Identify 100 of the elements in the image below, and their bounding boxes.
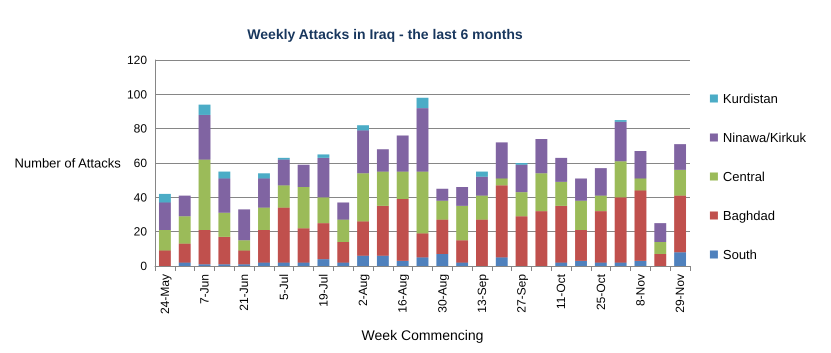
bar — [258, 262, 270, 266]
y-tick-label: 120 — [126, 53, 148, 67]
bar — [278, 185, 290, 208]
x-tick-label: 25-Oct — [594, 273, 608, 310]
bar — [496, 178, 508, 186]
x-tick-label: 21-Jun — [237, 274, 252, 311]
bar — [456, 187, 468, 206]
y-tick-label: 40 — [134, 190, 148, 204]
bar — [436, 220, 448, 254]
bar — [298, 164, 310, 188]
bar — [258, 230, 270, 263]
x-tick-label: 11-Oct — [554, 273, 568, 310]
bar — [516, 216, 528, 266]
bar — [396, 172, 409, 200]
bar — [337, 202, 350, 220]
bar — [614, 262, 627, 266]
bar — [238, 240, 250, 251]
legend-label: Baghdad — [722, 208, 775, 223]
bar — [535, 173, 548, 212]
bar — [158, 202, 171, 230]
bar — [416, 98, 428, 108]
bar — [654, 242, 666, 254]
bar — [416, 172, 428, 234]
bar — [555, 158, 568, 182]
bar — [317, 158, 330, 198]
bar — [654, 223, 666, 242]
bar — [198, 160, 210, 230]
bar — [158, 194, 171, 202]
x-tick-label: 2-Aug — [356, 274, 370, 306]
bar — [496, 142, 508, 178]
legend-label: Ninawa/Kirkuk — [722, 130, 806, 145]
bar — [575, 230, 587, 261]
bar — [535, 138, 548, 174]
bar — [357, 256, 369, 266]
bar — [158, 250, 171, 266]
y-tick-label: 60 — [134, 156, 148, 170]
bar — [634, 260, 646, 266]
bar — [436, 188, 448, 201]
bar — [258, 173, 270, 178]
bar — [178, 196, 191, 216]
bar — [317, 223, 330, 260]
x-tick-label: 19-Jul — [316, 274, 330, 307]
x-tick-label: 8-Nov — [633, 274, 648, 306]
bar — [614, 197, 627, 263]
bar — [594, 196, 607, 212]
bar — [317, 259, 330, 266]
bar — [476, 220, 488, 266]
bar — [218, 178, 230, 213]
x-tick-label: 16-Aug — [396, 274, 410, 313]
bar — [278, 160, 290, 186]
bar — [158, 230, 171, 251]
bar — [298, 187, 310, 228]
bar — [516, 192, 528, 216]
bar — [178, 262, 191, 266]
y-tick-label: 80 — [134, 122, 148, 136]
bar — [337, 242, 350, 263]
bar — [456, 262, 468, 266]
bar — [634, 190, 646, 261]
bar — [575, 200, 587, 230]
bar — [555, 262, 568, 266]
bar — [198, 230, 210, 264]
bar — [178, 244, 191, 263]
bar — [516, 164, 528, 192]
bar — [278, 262, 290, 266]
bar — [654, 254, 666, 266]
bar — [376, 256, 389, 266]
bar — [357, 125, 369, 130]
bar — [178, 216, 191, 244]
bar — [436, 254, 448, 266]
x-tick-label: 7-Jun — [198, 274, 212, 304]
bar — [238, 209, 250, 240]
chart-title: Weekly Attacks in Iraq - the last 6 months — [247, 26, 523, 42]
bar — [376, 149, 389, 172]
bar — [396, 260, 409, 266]
bar — [555, 182, 568, 206]
bar — [456, 206, 468, 240]
x-axis-title: Week Commencing — [362, 327, 484, 343]
bar — [218, 236, 230, 264]
y-tick-label: 20 — [134, 224, 148, 239]
bar — [674, 170, 686, 196]
bar — [416, 257, 428, 266]
bar — [218, 172, 230, 178]
bar — [416, 108, 428, 172]
bar — [376, 206, 389, 256]
bar — [594, 211, 607, 263]
bar — [357, 221, 369, 256]
bar — [198, 114, 210, 160]
bar — [555, 206, 568, 263]
bar — [456, 240, 468, 263]
x-tick-label: 5-Jul — [276, 274, 291, 300]
bar — [674, 196, 686, 252]
bar — [357, 130, 369, 174]
bar — [634, 150, 646, 178]
bar — [317, 154, 330, 158]
bar — [575, 260, 587, 266]
bar — [476, 196, 488, 220]
bar — [337, 262, 350, 266]
bar — [674, 144, 686, 170]
legend-label: Central — [722, 169, 765, 184]
bar — [258, 208, 270, 230]
